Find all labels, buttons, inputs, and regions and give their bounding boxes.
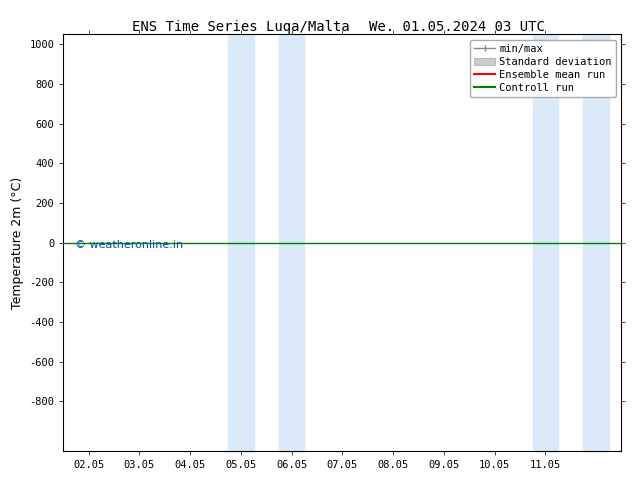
Bar (279, 34, 304, 451)
Text: ENS Time Series Luqa/Malta: ENS Time Series Luqa/Malta (132, 20, 350, 34)
Y-axis label: Temperature 2m (°C): Temperature 2m (°C) (11, 176, 24, 309)
Text: © weatheronline.in: © weatheronline.in (75, 240, 183, 249)
Text: We. 01.05.2024 03 UTC: We. 01.05.2024 03 UTC (368, 20, 545, 34)
Bar (228, 34, 254, 451)
Bar (533, 34, 558, 451)
Legend: min/max, Standard deviation, Ensemble mean run, Controll run: min/max, Standard deviation, Ensemble me… (470, 40, 616, 97)
Bar (583, 34, 609, 451)
